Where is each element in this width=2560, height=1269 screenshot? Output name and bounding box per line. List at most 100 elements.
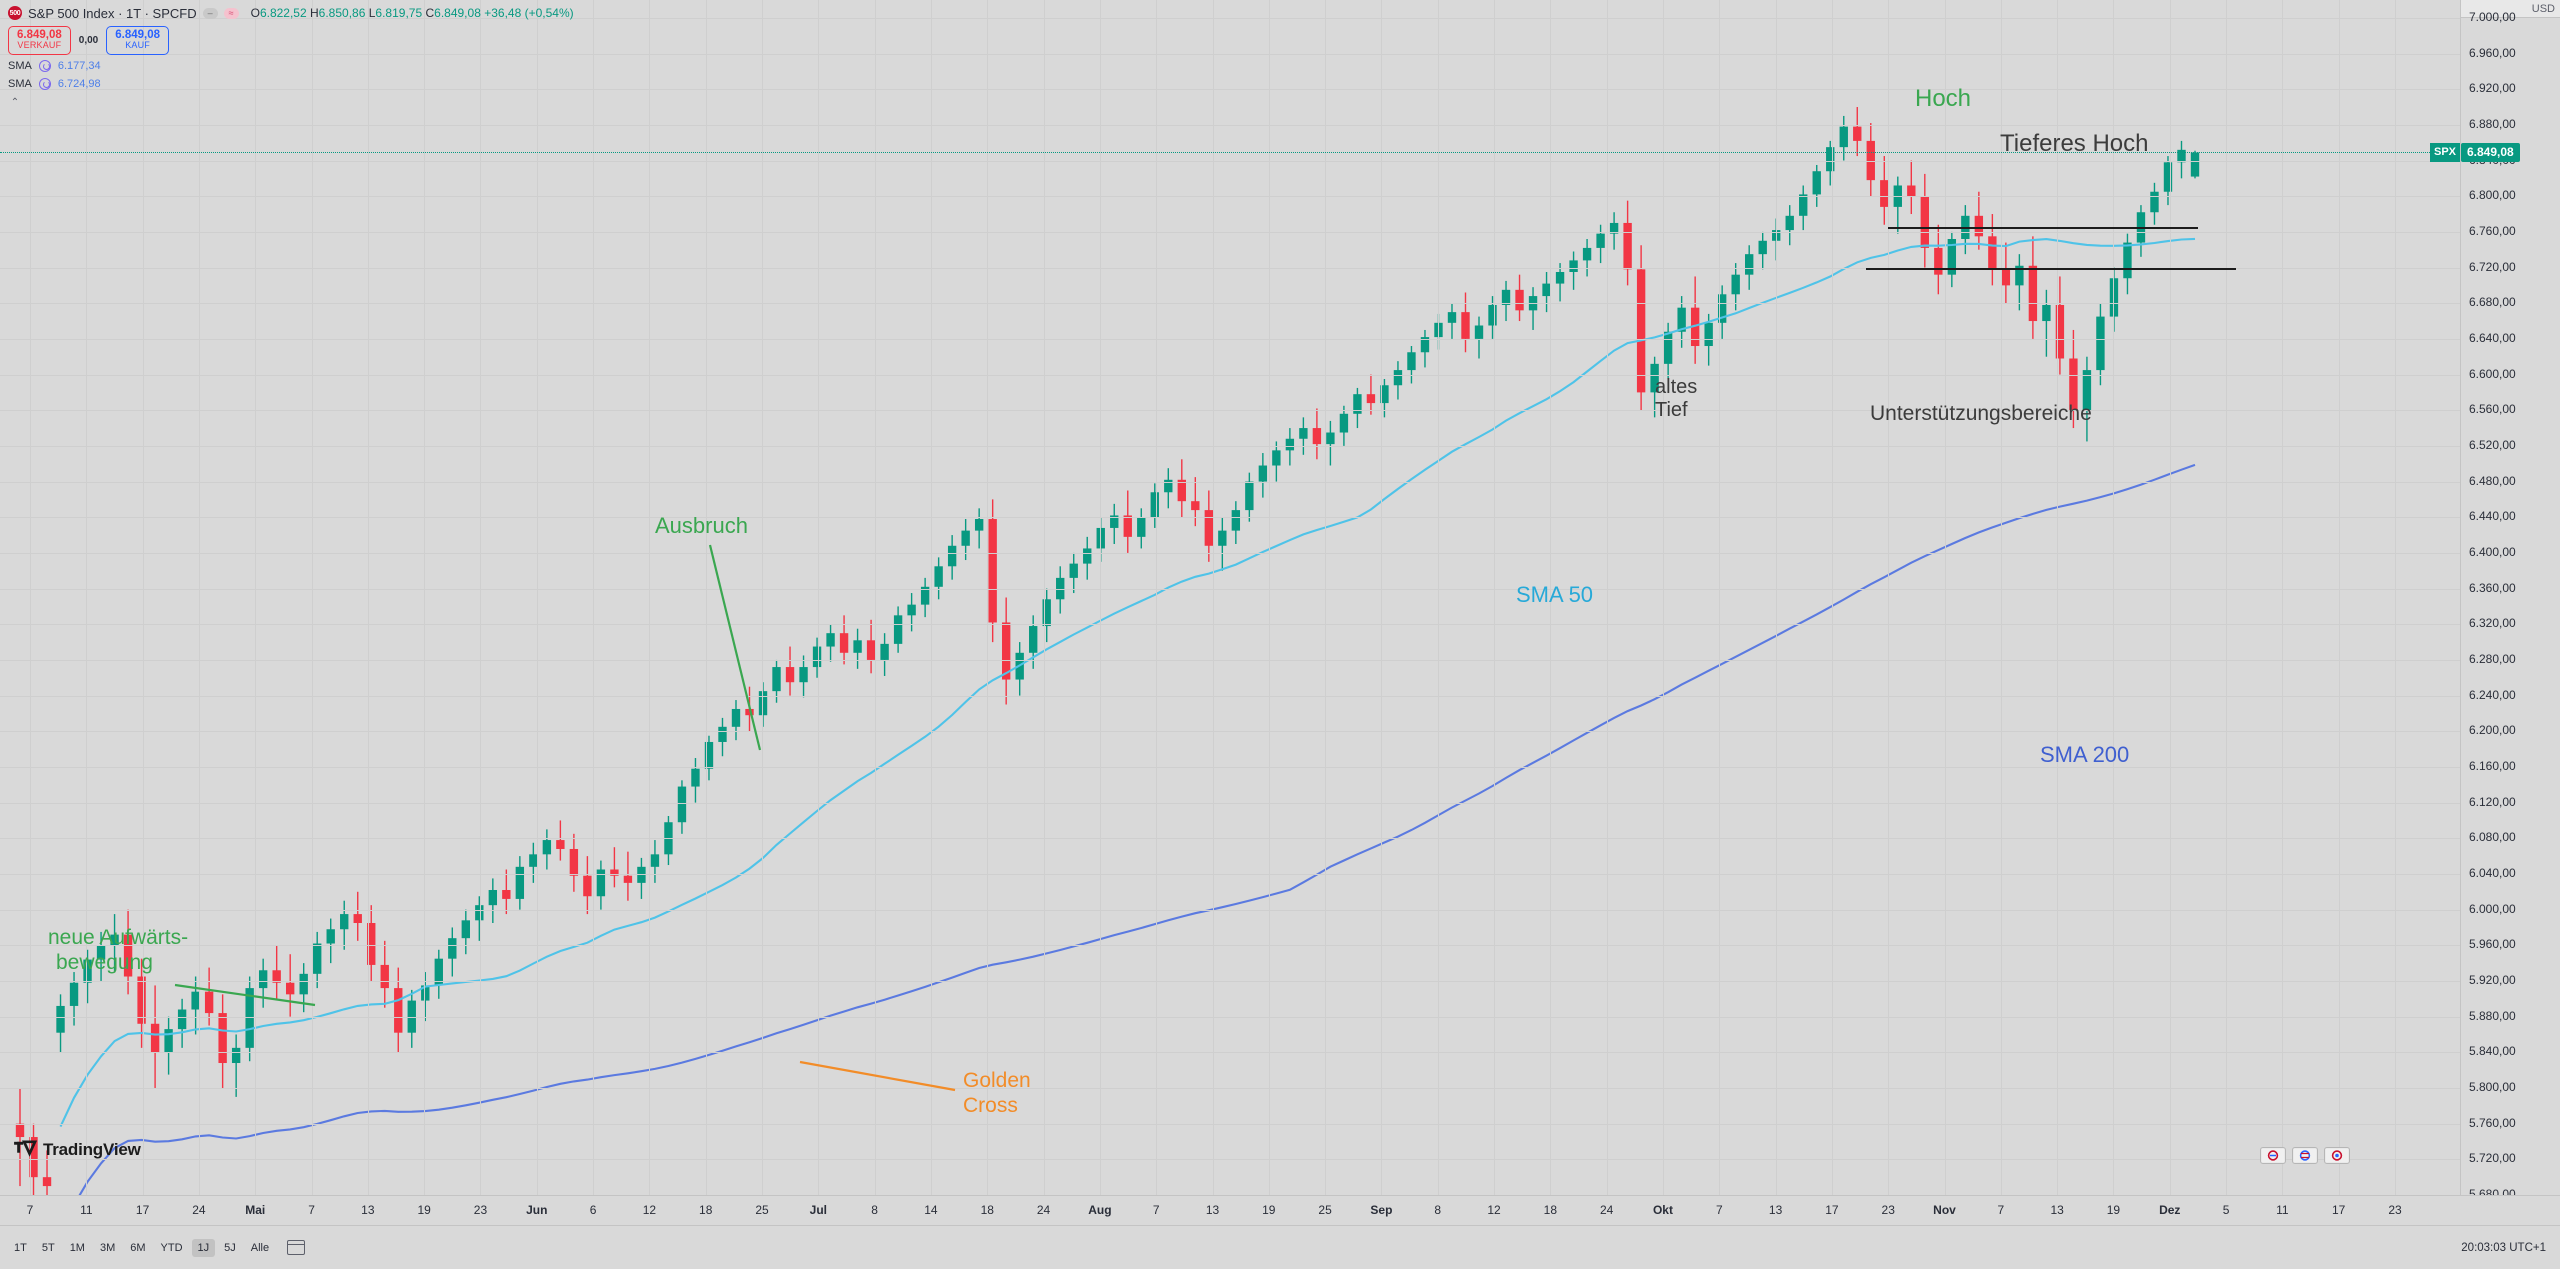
candle-body: [866, 640, 876, 660]
compare-icon[interactable]: ≈: [223, 7, 239, 19]
candle-body: [826, 633, 835, 647]
candle-body: [569, 848, 579, 876]
candle-body: [677, 786, 687, 823]
candle-body: [123, 934, 133, 977]
annotation-sma200-label[interactable]: SMA 200: [2040, 742, 2130, 767]
current-price-badge[interactable]: 6.849,08: [2461, 142, 2520, 162]
indicator-row-sma200[interactable]: SMA 6.177,34: [8, 60, 574, 73]
price-tick: 5.720,00: [2469, 1151, 2516, 1166]
indicator-row-sma50[interactable]: SMA 6.724,98: [8, 78, 574, 91]
gridline-horizontal: [0, 267, 2460, 269]
broker-badges[interactable]: [2260, 1147, 2350, 1164]
candle-body: [1339, 413, 1349, 433]
price-tick: 6.680,00: [2469, 295, 2516, 310]
range-button-ytd[interactable]: YTD: [160, 1241, 183, 1254]
candle-body: [245, 988, 254, 1048]
candle-body: [934, 566, 943, 587]
gridline-vertical: [1831, 0, 1833, 1195]
gridline-vertical: [2113, 0, 2115, 1195]
badge-2[interactable]: [2292, 1147, 2318, 1164]
ohlc-high-value: 6.850,86: [318, 6, 366, 20]
time-tick: 19: [2106, 1203, 2121, 1217]
hide-series-icon[interactable]: –: [202, 7, 218, 19]
candle-body: [56, 1005, 65, 1033]
annotation-neue-aufwaertsbewegung[interactable]: neue Aufwärts- bewegung: [48, 925, 188, 975]
watermark-text: TradingView: [43, 1140, 141, 1159]
annotation-aufwaerts-line2: bewegung: [56, 951, 153, 975]
range-button-1j[interactable]: 1J: [191, 1238, 216, 1257]
annotation-tieferes-hoch[interactable]: Tieferes Hoch: [2000, 130, 2149, 157]
annotation-golden-cross[interactable]: Golden Cross: [963, 1068, 1031, 1118]
ohlc-open-label: O: [250, 6, 260, 20]
badge-3[interactable]: [2324, 1147, 2350, 1164]
gridline-vertical: [987, 0, 989, 1195]
chart-canvas[interactable]: Hoch Tieferes Hoch altes Tief Unterstütz…: [0, 0, 2460, 1195]
candle-body: [1083, 548, 1092, 564]
candle-body: [1799, 194, 1808, 216]
gridline-horizontal: [0, 1159, 2460, 1161]
time-tick: 11: [80, 1203, 93, 1217]
candle-body: [1001, 622, 1011, 680]
clock-label[interactable]: 20:03:03 UTC+1: [2461, 1241, 2546, 1254]
gridline-horizontal: [0, 160, 2460, 162]
legend-symbol-row: 500 S&P 500 Index · 1T · SPCFD – ≈ O6.82…: [8, 4, 574, 22]
support-line-upper[interactable]: [1888, 227, 2198, 229]
candle-body: [650, 854, 660, 867]
support-line-lower[interactable]: [1866, 268, 2236, 270]
gridline-vertical: [86, 0, 88, 1195]
candle-body: [258, 970, 268, 989]
time-tick: 23: [2388, 1203, 2402, 1217]
calendar-icon[interactable]: [287, 1240, 306, 1255]
symbol-title[interactable]: S&P 500 Index · 1T · SPCFD: [28, 5, 197, 21]
candle-body: [2163, 162, 2173, 192]
annotation-unterstuetzungsbereiche[interactable]: Unterstützungsbereiche: [1870, 402, 2092, 425]
gridline-vertical: [1212, 0, 1214, 1195]
range-button-5t[interactable]: 5T: [41, 1241, 55, 1254]
gridline-vertical: [1437, 0, 1439, 1195]
gridline-horizontal: [0, 731, 2460, 733]
annotation-ausbruch[interactable]: Ausbruch: [655, 513, 748, 538]
range-button-1t[interactable]: 1T: [14, 1241, 27, 1254]
time-scale[interactable]: 7 11 17 24 Mai 7 13 19 23 Jun 6 12 18 25 Jul 8 14 18 24 Aug…: [0, 1195, 2560, 1225]
time-tick: Jun: [526, 1203, 548, 1217]
range-button-6m[interactable]: 6M: [130, 1241, 146, 1254]
price-tick: 6.280,00: [2469, 651, 2516, 666]
price-tick: 6.760,00: [2469, 223, 2516, 238]
gridline-vertical: [1325, 0, 1327, 1195]
candle-body: [745, 708, 754, 716]
annotation-sma50-label[interactable]: SMA 50: [1516, 582, 1594, 607]
range-selector[interactable]: 1T 5T 1M 3M 6M YTD 1J 5J Alle: [0, 1238, 275, 1257]
annotation-hoch[interactable]: Hoch: [1915, 85, 1972, 112]
badge-1[interactable]: [2260, 1147, 2286, 1164]
time-tick: 25: [755, 1203, 769, 1217]
range-button-1m[interactable]: 1M: [69, 1241, 85, 1254]
candle-body: [1663, 331, 1673, 364]
sp500-logo-icon: 500: [8, 6, 22, 20]
candle-body: [1812, 171, 1821, 195]
candle-body: [1123, 515, 1132, 537]
candle-body: [1609, 222, 1619, 234]
candle-body: [150, 1023, 160, 1053]
sell-button[interactable]: 6.849,08 VERKAUF: [8, 26, 71, 55]
time-tick: Aug: [1088, 1203, 1112, 1217]
collapse-legend-icon[interactable]: ⌃: [10, 96, 20, 108]
time-tick: 11: [2276, 1203, 2289, 1217]
candle-body: [1582, 247, 1592, 261]
range-button-alle[interactable]: Alle: [250, 1241, 270, 1254]
gridline-vertical: [2169, 0, 2171, 1195]
refresh-icon[interactable]: [38, 78, 51, 90]
price-tick: 5.840,00: [2469, 1044, 2516, 1059]
candle-body: [2001, 269, 2011, 286]
range-button-3m[interactable]: 3M: [99, 1241, 116, 1254]
annotation-altes-tief[interactable]: altes Tief: [1655, 376, 1697, 422]
candle-body: [1393, 370, 1403, 386]
candle-body: [1677, 307, 1686, 332]
sell-price: 6.849,08: [17, 29, 62, 41]
refresh-icon[interactable]: [38, 60, 51, 72]
buy-button[interactable]: 6.849,08 KAUF: [106, 26, 169, 55]
candle-body: [691, 768, 700, 787]
candle-body: [1110, 515, 1119, 528]
range-button-5j[interactable]: 5J: [224, 1241, 236, 1254]
candle-body: [488, 890, 498, 906]
price-scale[interactable]: USD 7.000,00 6.960,00 6.920,00 6.880,00 6.84…: [2460, 0, 2560, 1201]
